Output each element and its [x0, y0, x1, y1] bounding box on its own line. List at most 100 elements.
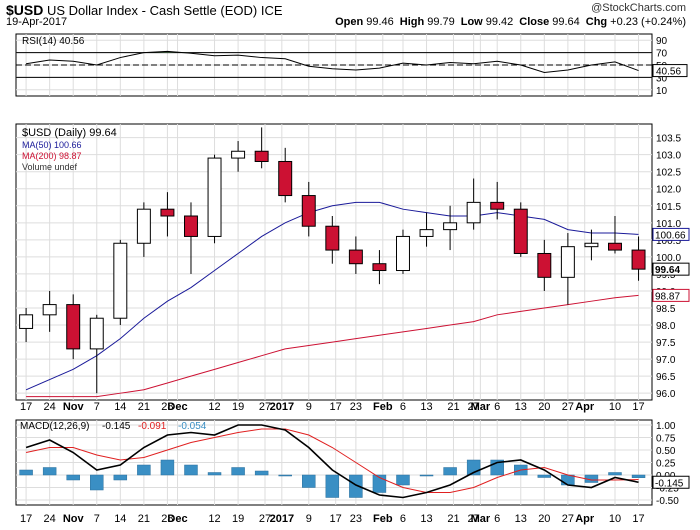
x-axis-label: 9	[306, 513, 312, 525]
macd-histogram-bar	[90, 474, 104, 491]
watermark: @StockCharts.com	[591, 2, 686, 14]
x-axis-label: 21	[138, 401, 150, 413]
rsi-line	[26, 50, 639, 73]
candle-body	[513, 208, 528, 254]
x-axis-label: Apr	[575, 401, 595, 413]
ma50-last-value-label-box	[652, 227, 690, 241]
candle-body	[184, 215, 198, 237]
x-axis-label: Dec	[167, 401, 187, 413]
rsi-legend: RSI(14) 40.56	[22, 36, 85, 47]
candle-body	[160, 208, 175, 217]
ohlc-chg-value: +0.23 (+0.24%)	[610, 16, 686, 28]
x-axis-label: 2017	[270, 401, 294, 413]
x-axis-label: 6	[400, 513, 406, 525]
rsi-y-tick-label: 10	[656, 86, 668, 97]
candle-body	[254, 150, 269, 162]
macd-y-tick-label: 1.00	[656, 421, 676, 432]
price-y-tick-label: 101.0	[656, 219, 681, 230]
x-axis-label: Feb	[373, 401, 393, 413]
macd-histogram-bar	[184, 464, 198, 476]
x-axis-label: 10	[609, 401, 621, 413]
x-axis-label: 27	[468, 513, 480, 525]
x-axis-label: 20	[538, 513, 550, 525]
macd-y-tick-label: 0.50	[656, 446, 676, 457]
x-axis-label: 13	[420, 401, 432, 413]
rsi-y-tick-label: 90	[656, 36, 668, 47]
x-axis-label: 13	[420, 513, 432, 525]
ohlc-open-value: 99.46	[366, 16, 394, 28]
x-axis-label: 17	[330, 513, 342, 525]
x-axis-label: 24	[44, 513, 56, 525]
macd-histogram-bar	[254, 470, 269, 476]
x-axis-label: 6	[494, 513, 500, 525]
x-axis-label: Apr	[575, 513, 595, 525]
macd-histogram-bar	[396, 474, 410, 486]
price-y-tick-label: 103.0	[656, 151, 681, 162]
rsi-y-tick-label: 30	[656, 73, 668, 84]
ohlc-low-label: Low	[460, 16, 483, 28]
macd-y-tick-label: 0.75	[656, 434, 676, 445]
x-axis-label: 6	[400, 401, 406, 413]
candle-body	[231, 150, 246, 159]
price-legend-main: $USD (Daily) 99.64	[22, 127, 117, 139]
candle-body	[560, 246, 575, 278]
x-axis-label: Nov	[63, 513, 85, 525]
rsi-y-tick-label: 70	[656, 49, 668, 60]
candle-body	[348, 249, 363, 265]
macd-histogram-bar	[231, 467, 245, 476]
x-axis-label: Mar	[471, 513, 491, 525]
macd-histogram-bar	[325, 474, 340, 498]
candle-body	[19, 314, 34, 329]
x-axis-label: 21	[138, 513, 150, 525]
x-axis-label: 23	[350, 513, 362, 525]
price-y-tick-label: 100.5	[656, 236, 681, 247]
x-axis-label: 27	[562, 513, 574, 525]
macd-last-value-box	[652, 475, 690, 489]
x-axis-label: 7	[94, 513, 100, 525]
candle-body	[631, 249, 646, 270]
ma50-legend: MA(50) 100.66	[22, 140, 82, 150]
macd-y-tick-label: -0.25	[656, 484, 679, 495]
price-y-tick-label: 102.5	[656, 168, 681, 179]
macd-histogram-bar	[561, 474, 575, 486]
x-axis-label: 14	[114, 401, 126, 413]
ma200-line	[26, 294, 639, 398]
x-axis-label: 17	[20, 401, 32, 413]
price-y-tick-label: 96.0	[656, 389, 676, 400]
macd-histogram-bar	[302, 474, 316, 488]
x-axis-label: 17	[330, 401, 342, 413]
x-axis-label: 17	[632, 513, 644, 525]
x-axis-label: 19	[232, 513, 244, 525]
x-axis-label: Mar	[471, 401, 491, 413]
macd-histogram-bar	[160, 459, 175, 476]
candle-body	[490, 201, 505, 210]
x-axis-label: 2017	[270, 513, 294, 525]
macd-line	[25, 424, 639, 499]
price-last-value-label-box	[652, 262, 690, 276]
symbol: $USD	[6, 2, 44, 18]
chart-subheader: 19-Apr-2017 Open 99.46 High 99.79 Low 99.42 Cl…	[0, 16, 700, 30]
price-y-tick-label: 100.0	[656, 253, 681, 264]
price-y-tick-label: 103.5	[656, 134, 681, 145]
candle-body	[608, 242, 622, 251]
candle-body	[113, 242, 128, 319]
macd-histogram-bar	[419, 474, 434, 477]
x-axis-label: 19	[232, 401, 244, 413]
ma200-last-value-label: 98.87	[655, 291, 680, 302]
candle-body	[301, 195, 316, 227]
macd-histogram-bar	[19, 469, 33, 476]
price-y-tick-label: 98.0	[656, 321, 676, 332]
macd-y-tick-label: 0.25	[656, 459, 676, 470]
macd-legend-name: MACD(12,26,9)	[20, 421, 89, 432]
price-y-tick-label: 97.0	[656, 355, 676, 366]
macd-histogram-bar	[137, 464, 151, 476]
ma50-line	[25, 201, 639, 391]
x-axis-label: 12	[208, 513, 220, 525]
x-axis-label: 27	[259, 513, 271, 525]
price-y-tick-label: 96.5	[656, 372, 676, 383]
macd-histogram-bar	[66, 474, 80, 481]
macd-histogram-bar	[608, 472, 622, 476]
x-axis-label: 10	[609, 513, 621, 525]
